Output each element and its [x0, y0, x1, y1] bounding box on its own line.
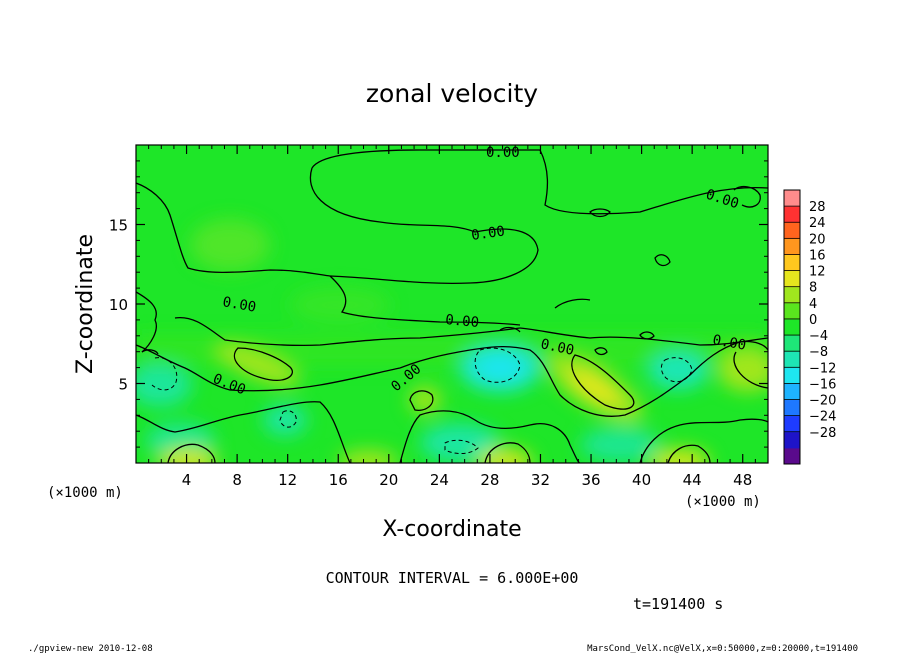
colorbar-tick-label: −16 [809, 377, 836, 392]
x-tick-label: 44 [683, 471, 702, 489]
footer-left: ./gpview-new 2010-12-08 [28, 644, 153, 654]
x-tick-label: 48 [733, 471, 752, 489]
colorbar-segment [784, 302, 800, 320]
colorbar-segment [784, 318, 800, 336]
x-tick-label: 8 [232, 471, 242, 489]
contour-label: 0.00 [221, 294, 257, 316]
colorbar-tick-label: −8 [809, 345, 828, 360]
colorbar-segment [784, 399, 800, 417]
colorbar-tick-label: −20 [809, 394, 836, 409]
footer-right: MarsCond_VelX.nc@VelX,x=0:50000,z=0:2000… [587, 644, 858, 654]
colorbar-tick-label: −4 [809, 329, 828, 344]
colorbar-tick-label: 4 [809, 297, 817, 312]
colorbar-tick-label: 0 [809, 313, 817, 328]
x-unit-label-left: (×1000 m) [47, 485, 123, 501]
contour-label: 0.00 [470, 223, 506, 244]
x-axis: 4 8 12 16 20 24 28 32 36 40 44 48 [148, 145, 756, 489]
contour-lines [136, 149, 768, 463]
colorbar-tick-label: −12 [809, 361, 836, 376]
colorbar-segment [784, 190, 800, 207]
chart-title: zonal velocity [366, 79, 538, 108]
y-tick-label: 5 [118, 376, 128, 394]
negative-contours [151, 347, 693, 454]
colorbar-frame [783, 189, 801, 465]
y-tick-label: 15 [109, 217, 128, 235]
contour-label: 0.00 [486, 145, 520, 161]
x-tick-label: 36 [581, 471, 600, 489]
colorbar-segment [784, 206, 800, 223]
x-tick-label: 28 [480, 471, 499, 489]
y-tick-label: 10 [109, 296, 128, 314]
colorbar-tick-label: 24 [809, 216, 826, 231]
x-axis-title: X-coordinate [382, 517, 521, 542]
y-axis: 5 10 15 [109, 160, 768, 448]
contour-label: 0.00 [711, 332, 747, 354]
x-tick-label: 20 [379, 471, 398, 489]
colorbar-segment [784, 270, 800, 288]
colorbar-segment [784, 431, 800, 449]
background-field [136, 145, 768, 463]
colorbar-tick-label: 8 [809, 281, 817, 296]
plot-area: 0.00 0.00 0.00 0.00 0.00 0.00 0.00 0.00 … [136, 145, 768, 463]
contour-label: 0.00 [445, 312, 480, 331]
colorbar-segment [784, 383, 800, 401]
x-tick-label: 24 [430, 471, 449, 489]
colorbar-tick-label: −28 [809, 426, 836, 441]
colorbar-segment [784, 286, 800, 304]
colorbar-segment [784, 238, 800, 255]
colorbar-segment [784, 351, 800, 368]
colorbar-tick-label: 28 [809, 200, 826, 215]
x-tick-label: 12 [278, 471, 297, 489]
colorbar-segment [784, 447, 800, 465]
colorbar-tick-label: 12 [809, 265, 826, 280]
x-tick-label: 16 [329, 471, 348, 489]
x-tick-label: 32 [531, 471, 550, 489]
x-tick-label: 40 [632, 471, 651, 489]
x-unit-label-right: (×1000 m) [685, 494, 761, 510]
colorbar-segment [784, 254, 800, 272]
colorbar-tick-label: −24 [809, 410, 836, 425]
colorbar-tick-label: 16 [809, 248, 826, 263]
colorbar-tick-label: 20 [809, 232, 826, 247]
colorbar-segment [784, 367, 800, 384]
contour-label: 0.00 [539, 336, 575, 359]
colorbar-segment [784, 415, 800, 433]
contour-interval-text: CONTOUR INTERVAL = 6.000E+00 [326, 569, 579, 587]
y-axis-title: Z-coordinate [73, 234, 98, 374]
x-tick-label: 4 [182, 471, 192, 489]
time-text: t=191400 s [633, 595, 723, 613]
colorbar-segment [784, 335, 800, 352]
colorbar-segment [784, 222, 800, 239]
